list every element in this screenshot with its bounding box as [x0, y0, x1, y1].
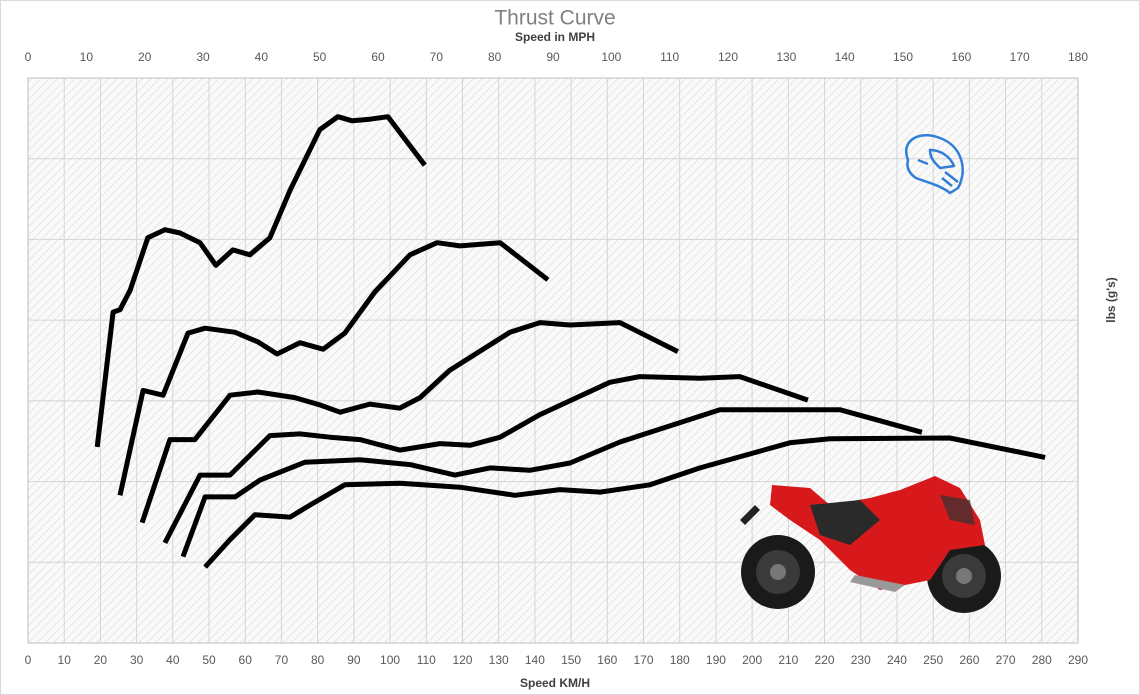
x-tick-label: 110 — [417, 653, 436, 667]
x2-tick-label: 180 — [1068, 50, 1088, 64]
thrust-line — [203, 435, 1046, 569]
x2-tick-label: 50 — [313, 50, 327, 64]
x2-tick-label: 100 — [601, 50, 621, 64]
x-tick-label: 260 — [959, 653, 979, 667]
x2-tick-label: 0 — [25, 50, 32, 64]
x-tick-label: 20 — [94, 653, 108, 667]
x2-tick-label: 90 — [546, 50, 560, 64]
motorcycle-image — [740, 476, 1001, 613]
x-tick-label: 180 — [670, 653, 690, 667]
x-tick-label: 210 — [778, 653, 798, 667]
x2-tick-label: 170 — [1010, 50, 1030, 64]
x-tick-label: 60 — [239, 653, 253, 667]
x2-tick-label: 40 — [255, 50, 269, 64]
x-tick-label: 90 — [347, 653, 361, 667]
x2-tick-label: 150 — [893, 50, 913, 64]
x-tick-label: 220 — [815, 653, 835, 667]
thrust-line — [117, 240, 550, 496]
x2-tick-label: 160 — [951, 50, 971, 64]
y-axis-title: lbs (g's) — [1104, 277, 1118, 323]
x2-tick-label: 120 — [718, 50, 738, 64]
x-axis-title: Speed KM/H — [520, 676, 590, 690]
x2-tick-label: 20 — [138, 50, 152, 64]
x2-tick-label: 10 — [80, 50, 94, 64]
plot-border — [27, 77, 1079, 644]
x-tick-label: 10 — [58, 653, 72, 667]
x-tick-label: 290 — [1068, 653, 1088, 667]
x-tick-label: 250 — [923, 653, 943, 667]
thrust-line — [180, 407, 923, 558]
thrust-line — [94, 114, 427, 448]
chart-title: Thrust Curve — [494, 7, 615, 30]
x-tick-label: 140 — [525, 653, 545, 667]
x2-tick-label: 140 — [835, 50, 855, 64]
x-tick-label: 160 — [597, 653, 617, 667]
x-tick-label: 280 — [1032, 653, 1052, 667]
x-tick-label: 40 — [166, 653, 180, 667]
x-tick-label: 50 — [202, 653, 216, 667]
x-tick-label: 100 — [380, 653, 400, 667]
x-tick-label: 150 — [561, 653, 581, 667]
x-tick-label: 270 — [996, 653, 1016, 667]
x-tick-label: 190 — [706, 653, 726, 667]
x-tick-label: 240 — [887, 653, 907, 667]
x2-tick-label: 60 — [371, 50, 385, 64]
x-tick-label: 120 — [452, 653, 472, 667]
x2-tick-label: 110 — [660, 50, 679, 64]
x-tick-label: 0 — [25, 653, 32, 667]
x-tick-label: 230 — [851, 653, 871, 667]
x-tick-label: 70 — [275, 653, 289, 667]
x-tick-label: 200 — [742, 653, 762, 667]
x-tick-label: 170 — [634, 653, 654, 667]
thrust-line — [162, 374, 809, 545]
x-tick-label: 130 — [489, 653, 509, 667]
x2-tick-label: 80 — [488, 50, 502, 64]
x-tick-label: 30 — [130, 653, 144, 667]
helmet-icon — [905, 133, 964, 195]
x2-tick-label: 30 — [196, 50, 210, 64]
x2-axis-title: Speed in MPH — [515, 30, 595, 44]
series-group — [94, 114, 1046, 569]
thrust-line — [139, 320, 680, 524]
x-tick-label: 80 — [311, 653, 325, 667]
x2-tick-label: 70 — [430, 50, 444, 64]
x2-tick-label: 130 — [776, 50, 796, 64]
